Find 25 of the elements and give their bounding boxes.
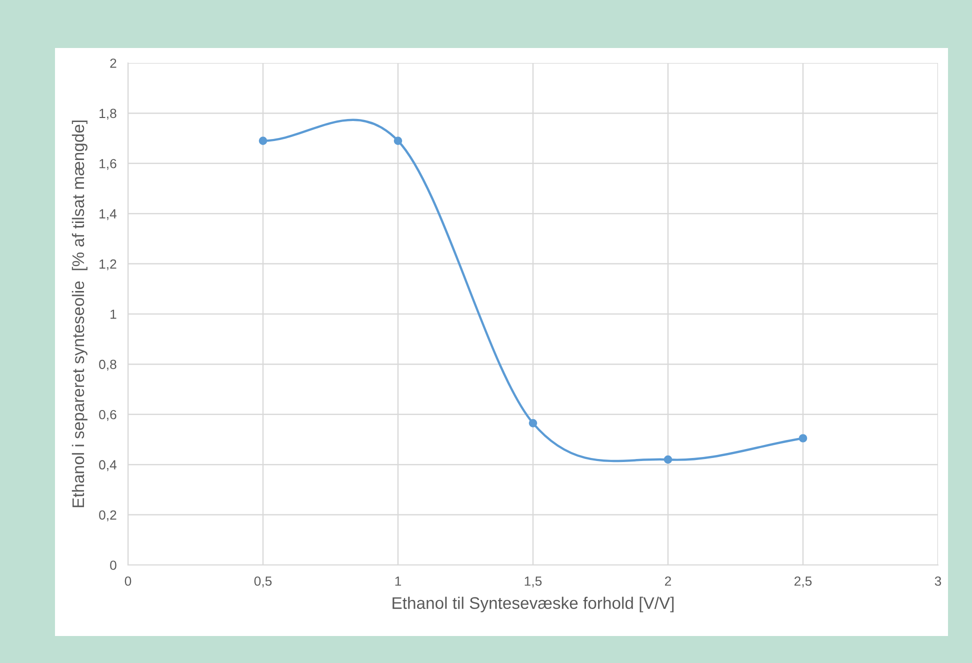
x-tick-label: 2 (664, 576, 672, 586)
x-tick-label: 1,5 (524, 576, 542, 588)
y-tick-label: 1 (110, 310, 116, 319)
y-tick-label: 0,6 (99, 410, 116, 421)
y-tick-label: 0,4 (99, 460, 117, 472)
point (258, 136, 268, 145)
y-tick-label: 0,2 (99, 510, 116, 522)
x-tick-label: 1 (395, 576, 402, 586)
y-tick-label: 1,2 (100, 259, 116, 270)
x-tick-label: 0 (124, 576, 132, 586)
point (528, 419, 538, 428)
y-tick-label: 1,4 (100, 209, 117, 220)
y-axis-title: Ethanol i separeret synteseolie [% af tilsat mængde] (72, 120, 88, 508)
point (798, 434, 808, 442)
x-tick-label: 3 (934, 576, 942, 586)
y-tick-label: 0,8 (99, 360, 116, 371)
y-tick-label: 1,8 (100, 108, 116, 120)
point (394, 136, 402, 145)
y-tick-label: 2 (110, 58, 116, 68)
x-tick-label: 2,5 (794, 576, 812, 588)
x-axis-title: Ethanol til Syntesevæske forhold [V/V] (392, 596, 674, 612)
x-tick-label: 0,5 (254, 576, 272, 588)
y-tick-label: 0 (110, 560, 116, 570)
y-tick-label: 1,6 (100, 158, 116, 170)
point (664, 455, 672, 464)
